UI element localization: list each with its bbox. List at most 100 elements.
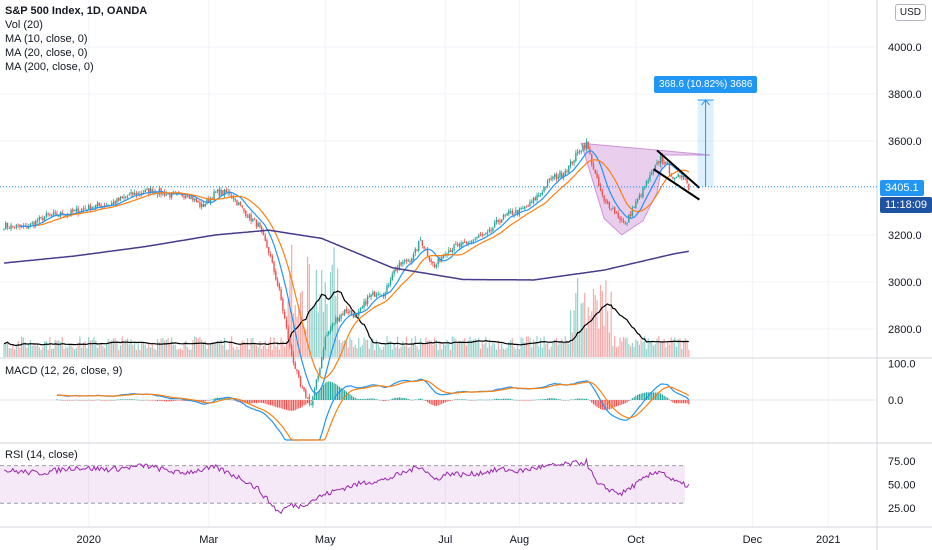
macd-histogram-bar xyxy=(59,399,62,401)
candle-body xyxy=(423,246,425,249)
macd-histogram-bar xyxy=(333,383,335,400)
candle-body xyxy=(225,189,228,193)
volume-bar xyxy=(442,343,445,357)
volume-bar xyxy=(268,342,270,357)
candle-body xyxy=(197,200,199,203)
macd-histogram-bar xyxy=(497,398,499,400)
volume-bar xyxy=(635,339,637,357)
candle-body xyxy=(343,310,346,315)
macd-histogram-bar xyxy=(494,399,496,400)
candle-body xyxy=(243,208,245,212)
macd-histogram-bar xyxy=(504,398,506,400)
volume-bar xyxy=(550,346,552,357)
price-pane[interactable] xyxy=(0,99,877,408)
candle-body xyxy=(118,198,120,201)
volume-bar xyxy=(396,336,399,357)
macd-histogram-bar xyxy=(668,399,671,401)
volume-bar xyxy=(381,349,383,357)
macd-histogram-bar xyxy=(317,391,319,400)
macd-histogram-bar xyxy=(202,400,205,402)
candle-body xyxy=(52,212,55,215)
macd-histogram-bar xyxy=(176,400,178,401)
volume-bar xyxy=(375,339,378,357)
candle-body xyxy=(421,240,424,246)
candle-body xyxy=(493,222,496,228)
macd-histogram-bar xyxy=(640,393,642,400)
volume-bar xyxy=(384,343,386,357)
candle-body xyxy=(38,217,40,221)
macd-histogram-bar xyxy=(688,400,690,405)
macd-histogram-bar xyxy=(396,397,399,400)
volume-bar xyxy=(3,343,5,357)
candle-body xyxy=(559,171,561,178)
volume-bar xyxy=(146,347,148,357)
volume-bar xyxy=(603,325,605,357)
candle-body xyxy=(659,155,662,164)
rsi-pane[interactable] xyxy=(0,457,690,515)
volume-bar xyxy=(647,338,649,357)
macd-histogram-bar xyxy=(502,398,505,400)
candle-body xyxy=(351,310,353,315)
volume-bar xyxy=(29,340,32,357)
volume-bar xyxy=(596,300,598,357)
macd-pane[interactable] xyxy=(0,378,877,441)
volume-bar xyxy=(100,343,102,357)
macd-histogram-bar xyxy=(340,387,342,400)
macd-histogram-bar xyxy=(246,400,249,404)
volume-bar xyxy=(261,348,263,357)
macd-histogram-bar xyxy=(116,399,118,401)
macd-histogram-bar xyxy=(578,398,580,400)
volume-bar xyxy=(298,307,300,357)
volume-bar xyxy=(356,348,358,357)
candle-body xyxy=(479,234,482,236)
macd-histogram-bar xyxy=(151,400,153,401)
candle-body xyxy=(70,209,72,216)
macd-histogram-bar xyxy=(156,400,159,402)
volume-bar xyxy=(72,347,74,357)
macd-histogram-bar xyxy=(280,400,282,409)
volume-bar xyxy=(532,339,535,357)
volume-bar xyxy=(589,315,591,357)
volume-bar xyxy=(56,340,58,357)
candle-body xyxy=(458,243,461,247)
candle-body xyxy=(354,314,356,318)
volume-bar xyxy=(229,340,231,357)
candle-body xyxy=(571,161,574,164)
volume-bar xyxy=(49,336,51,357)
candle-body xyxy=(13,227,16,229)
macd-histogram-bar xyxy=(432,400,434,406)
candle-body xyxy=(6,222,9,228)
macd-histogram-bar xyxy=(435,400,438,406)
volume-bar xyxy=(130,339,132,357)
candle-body xyxy=(594,169,596,174)
volume-bar xyxy=(617,346,619,357)
candle-body xyxy=(54,212,56,214)
volume-bar xyxy=(347,347,349,357)
volume-bar xyxy=(338,339,340,357)
macd-histogram-bar xyxy=(672,400,674,403)
candle-body xyxy=(328,331,330,335)
currency-button[interactable]: USD xyxy=(894,4,926,21)
candle-body xyxy=(368,295,371,297)
macd-histogram-bar xyxy=(635,395,637,400)
macd-histogram-bar xyxy=(349,394,351,400)
macd-histogram-bar xyxy=(633,397,635,400)
macd-histogram-bar xyxy=(584,398,586,400)
volume-bar xyxy=(197,338,199,357)
macd-histogram-bar xyxy=(231,399,233,401)
volume-bar xyxy=(45,340,47,357)
volume-bar xyxy=(292,313,295,357)
candle-body xyxy=(329,328,332,332)
macd-histogram-bar xyxy=(229,399,231,400)
macd-histogram-bar xyxy=(476,399,478,401)
macd-histogram-bar xyxy=(580,398,582,400)
volume-bar xyxy=(504,349,506,357)
candle-body xyxy=(555,174,558,179)
candle-body xyxy=(527,205,529,207)
volume-bar xyxy=(167,338,169,357)
volume-bar xyxy=(612,346,614,357)
volume-bar xyxy=(276,341,279,357)
volume-bar xyxy=(370,340,372,357)
volume-bar xyxy=(215,341,217,357)
